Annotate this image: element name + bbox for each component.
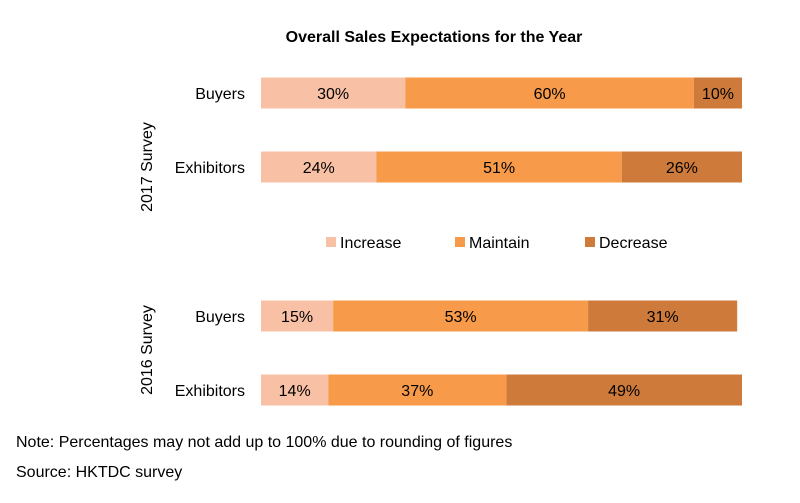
group-label: 2017 Survey bbox=[139, 122, 156, 212]
bar-segment-decrease bbox=[621, 151, 742, 183]
category-label: Buyers bbox=[195, 309, 245, 326]
data-label: 53% bbox=[445, 309, 477, 326]
legend-label: Maintain bbox=[469, 235, 529, 252]
footnote: Note: Percentages may not add up to 100%… bbox=[16, 434, 513, 451]
chart-title: Overall Sales Expectations for the Year bbox=[286, 29, 583, 46]
legend-label: Increase bbox=[340, 235, 401, 252]
source-note: Source: HKTDC survey bbox=[16, 464, 183, 481]
bar-segment-maintain bbox=[376, 151, 622, 183]
category-label: Exhibitors bbox=[175, 383, 245, 400]
data-label: 30% bbox=[317, 86, 349, 103]
bar-segment-decrease bbox=[506, 374, 742, 406]
legend-swatch-maintain bbox=[455, 237, 465, 247]
data-label: 26% bbox=[666, 160, 698, 177]
bar-segment-increase bbox=[261, 374, 329, 406]
stacked-bar-chart: Overall Sales Expectations for the Year B… bbox=[139, 29, 742, 406]
legend-label: Decrease bbox=[599, 235, 668, 252]
bar-segment-maintain bbox=[328, 374, 507, 406]
data-label: 24% bbox=[303, 160, 335, 177]
bar-segment-increase bbox=[261, 300, 334, 332]
data-label: 14% bbox=[279, 383, 311, 400]
bar-segment-maintain bbox=[405, 77, 694, 109]
bar-segment-increase bbox=[261, 77, 406, 109]
data-label: 51% bbox=[483, 160, 515, 177]
data-label: 15% bbox=[281, 309, 313, 326]
bar-segment-decrease bbox=[693, 77, 742, 109]
bar-segment-increase bbox=[261, 151, 377, 183]
data-label: 49% bbox=[608, 383, 640, 400]
data-label: 31% bbox=[647, 309, 679, 326]
group-label: 2016 Survey bbox=[139, 305, 156, 395]
data-label: 60% bbox=[534, 86, 566, 103]
legend-swatch-decrease bbox=[585, 237, 595, 247]
data-label: 10% bbox=[702, 86, 734, 103]
bar-segment-maintain bbox=[333, 300, 589, 332]
data-label: 37% bbox=[401, 383, 433, 400]
category-label: Exhibitors bbox=[175, 160, 245, 177]
category-label: Buyers bbox=[195, 86, 245, 103]
bar-segment-decrease bbox=[588, 300, 738, 332]
legend-swatch-increase bbox=[326, 237, 336, 247]
